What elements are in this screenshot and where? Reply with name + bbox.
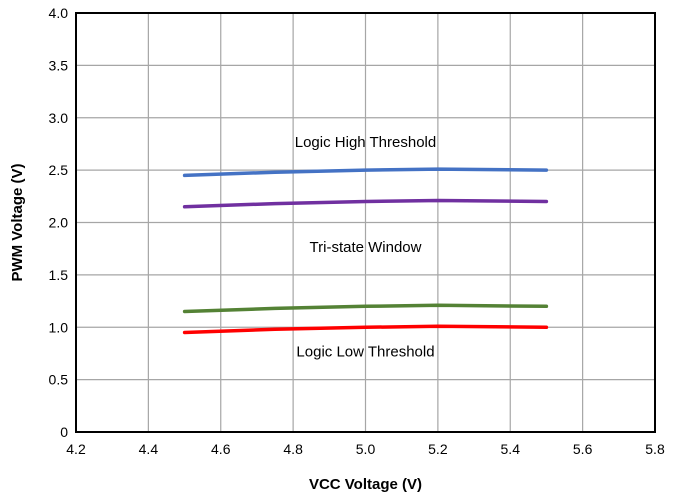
y-tick-label: 3.0 [49,110,69,126]
series-line-2 [182,198,549,209]
x-tick-label: 5.2 [428,441,448,457]
annotations: Logic High Threshold Tri-state Window Logi… [295,134,436,360]
y-tick-label: 1.5 [49,267,69,283]
series-line-3 [182,303,549,314]
annotation-label: Tri-state Window [310,239,422,256]
y-tick-label: 2.5 [49,162,69,178]
series-lines [182,167,549,335]
plot-frame [75,12,656,433]
annotation-label: Logic Low Threshold [296,344,434,361]
x-tick-label: 4.4 [139,441,159,457]
annotation-label: Logic High Threshold [295,134,436,151]
x-tick-label: 5.0 [356,441,376,457]
x-tick-label: 5.6 [573,441,593,457]
y-tick-label: 1.0 [49,319,69,335]
y-tick-label: 0.5 [49,372,69,388]
x-tick-label: 4.6 [211,441,231,457]
y-axis-ticks: 0 0.5 1.0 1.5 2.0 2.5 3.0 3.5 4.0 [49,5,69,440]
series-line-1 [182,167,549,178]
y-tick-label: 4.0 [49,5,69,21]
y-axis-title: PWM Voltage (V) [9,163,26,281]
x-tick-label: 4.8 [283,441,303,457]
series-line-4 [182,324,549,335]
x-tick-label: 4.2 [66,441,86,457]
x-axis-ticks: 4.2 4.4 4.6 4.8 5.0 5.2 5.4 5.6 5.8 [66,441,665,457]
x-tick-label: 5.4 [501,441,521,457]
y-tick-label: 3.5 [49,57,69,73]
y-tick-label: 0 [60,424,68,440]
x-axis-title: VCC Voltage (V) [309,476,422,493]
y-tick-label: 2.0 [49,215,69,231]
grid [75,12,656,433]
x-tick-label: 5.8 [645,441,665,457]
